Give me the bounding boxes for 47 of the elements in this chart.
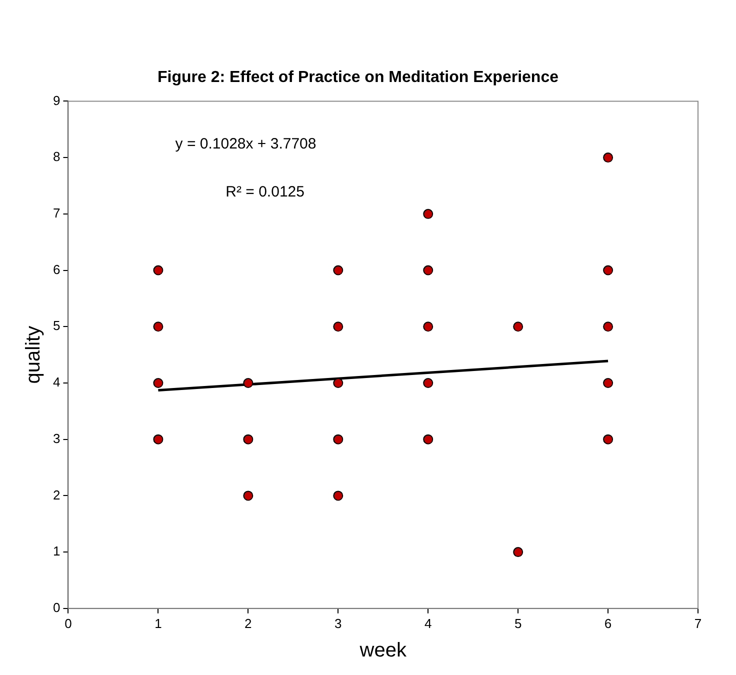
point (333, 434, 344, 444)
x-axis-title: week (358, 640, 408, 662)
point (603, 152, 614, 163)
annotation: y = 0.1028x + 3.7708 (175, 135, 316, 152)
y-tick-label: 8 (52, 149, 60, 164)
y-tick-label: 5 (52, 318, 60, 334)
point (153, 322, 164, 332)
point (603, 265, 614, 276)
point (333, 265, 344, 276)
point (423, 265, 434, 276)
x-tick-label: 3 (334, 616, 342, 631)
x-tick-label: 2 (244, 616, 252, 631)
x-tick-label: 5 (514, 616, 522, 631)
point (153, 378, 164, 388)
point (513, 322, 524, 332)
y-tick-label: 7 (52, 205, 60, 220)
y-axis-title: quality (22, 326, 45, 384)
point (333, 378, 344, 388)
point (333, 490, 344, 501)
point (423, 434, 434, 444)
point (153, 265, 164, 276)
point (423, 322, 434, 332)
point (243, 378, 254, 388)
y-tick-label: 6 (52, 262, 60, 277)
y-tick-label: 0 (52, 600, 60, 615)
x-tick-label: 4 (424, 616, 432, 631)
x-tick-label: 7 (694, 616, 702, 631)
x-tick-label: 1 (154, 616, 162, 631)
y-tick-label: 4 (52, 374, 60, 390)
point (153, 434, 164, 444)
y-tick-label: 1 (52, 544, 60, 559)
point (603, 434, 614, 444)
x-tick-label: 6 (604, 616, 612, 631)
point (423, 208, 434, 219)
point (333, 322, 344, 332)
y-tick-label: 3 (52, 430, 60, 446)
point (603, 322, 614, 332)
chart-title: Figure 2: Effect of Practice on Meditation Experience (158, 69, 559, 86)
y-tick-label: 9 (52, 92, 60, 108)
point (513, 547, 524, 558)
point (243, 490, 254, 501)
point (423, 378, 434, 388)
y-tick-label: 2 (52, 487, 60, 502)
x-tick-label: 0 (64, 616, 72, 631)
annotation: R² = 0.0125 (226, 184, 304, 201)
point (243, 434, 254, 444)
point (603, 378, 614, 388)
